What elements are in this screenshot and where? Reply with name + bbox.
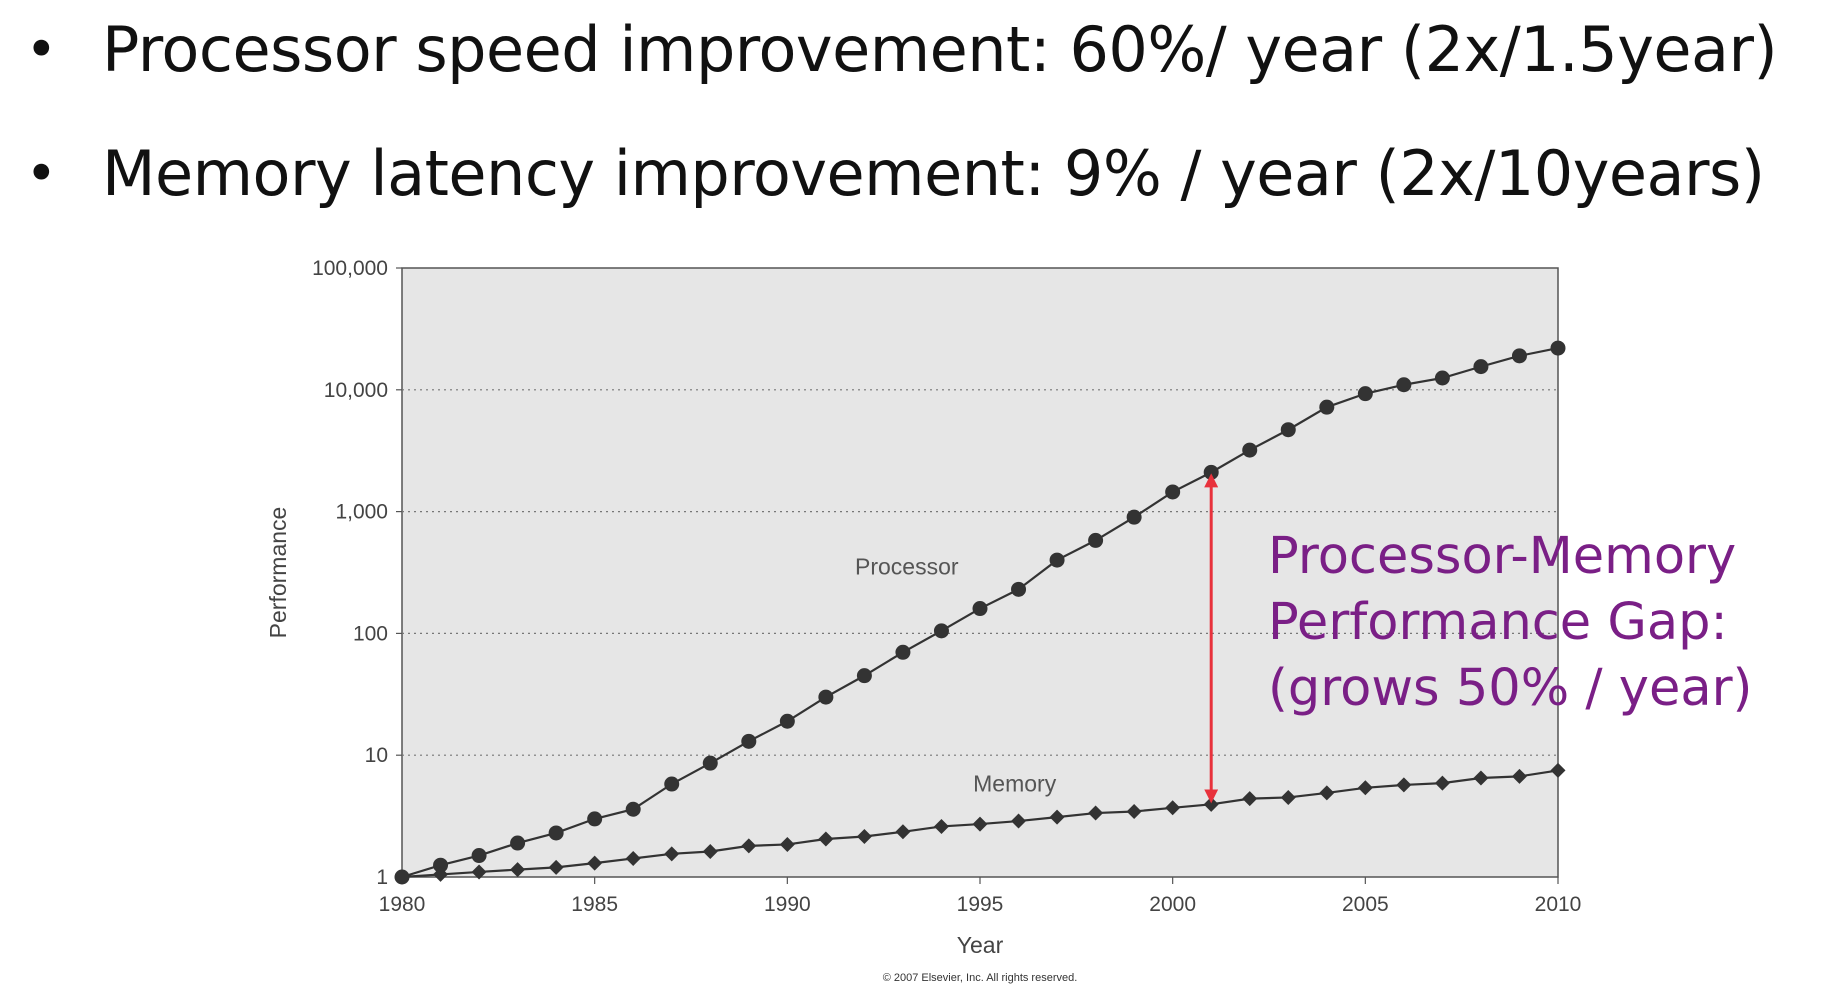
y-tick-label: 1,000 <box>335 501 388 524</box>
processor-point <box>625 801 641 817</box>
memory-point <box>510 862 526 878</box>
processor-point <box>972 601 988 617</box>
processor-point <box>664 776 680 792</box>
memory-point <box>587 855 603 871</box>
y-axis-title: Performance <box>265 507 291 639</box>
memory-point <box>664 846 680 862</box>
memory-point <box>1511 768 1527 784</box>
x-tick-label: 1985 <box>571 893 618 916</box>
y-tick-label: 100 <box>353 622 388 645</box>
bullet-marker: • <box>25 17 57 81</box>
processor-point <box>856 668 872 684</box>
axes: 1 10 100 1,000 10,000 100,000 1980 1985 1990 1995… <box>312 257 1581 916</box>
memory-point <box>1550 762 1566 778</box>
processor-point <box>1319 399 1335 415</box>
bullet-text: Processor speed improvement: 60%/ year (… <box>102 12 1778 86</box>
memory-point <box>1165 800 1181 816</box>
memory-point <box>741 838 757 854</box>
memory-point <box>1088 805 1104 821</box>
memory-point <box>933 818 949 834</box>
x-tick-label: 2005 <box>1342 893 1389 916</box>
memory-point <box>1280 789 1296 805</box>
memory-point <box>779 836 795 852</box>
memory-series-label: Memory <box>973 771 1057 797</box>
processor-point <box>1550 340 1566 356</box>
memory-point <box>856 829 872 845</box>
gap-label-line: Processor-Memory <box>1268 527 1736 586</box>
memory-point <box>1049 809 1065 825</box>
processor-point <box>1396 377 1412 393</box>
processor-point <box>433 857 449 873</box>
gridlines <box>402 389 1558 756</box>
processor-point <box>779 713 795 729</box>
bullet-marker: • <box>25 141 57 205</box>
gap-label-line: Performance Gap: <box>1268 593 1728 652</box>
processor-point <box>1165 484 1181 500</box>
processor-point <box>702 755 718 771</box>
plot-area <box>401 267 1559 878</box>
memory-point <box>1242 791 1258 807</box>
memory-point <box>433 866 449 882</box>
memory-point <box>1396 777 1412 793</box>
y-tick-label: 100,000 <box>312 257 388 280</box>
processor-series <box>394 340 1566 885</box>
memory-point <box>895 824 911 840</box>
memory-point <box>394 869 410 885</box>
bullet-memory-latency: • Memory latency improvement: 9% / year … <box>18 128 1765 218</box>
processor-point <box>1242 442 1258 458</box>
processor-point <box>1011 581 1027 597</box>
memory-point <box>548 859 564 875</box>
x-tick-label: 1995 <box>957 893 1004 916</box>
memory-point <box>818 831 834 847</box>
memory-point <box>1473 770 1489 786</box>
processor-point <box>895 644 911 660</box>
memory-point <box>1319 785 1335 801</box>
y-tick-label: 10 <box>365 744 388 767</box>
processor-point <box>1473 359 1489 375</box>
processor-point <box>1511 348 1527 364</box>
processor-point <box>1203 464 1219 480</box>
processor-point <box>471 848 487 864</box>
processor-point <box>933 623 949 639</box>
processor-point <box>1434 370 1450 386</box>
memory-point <box>1011 813 1027 829</box>
processor-point <box>1357 386 1373 402</box>
processor-point <box>1049 552 1065 568</box>
gap-label-line: (grows 50% / year) <box>1268 659 1752 718</box>
y-tick-label: 10,000 <box>324 379 388 402</box>
processor-point <box>741 733 757 749</box>
bullet-text: Memory latency improvement: 9% / year (2… <box>102 136 1765 210</box>
memory-point <box>972 816 988 832</box>
copyright-notice: © 2007 Elsevier, Inc. All rights reserve… <box>883 972 1078 984</box>
memory-point <box>1434 775 1450 791</box>
x-axis-title: Year <box>957 932 1004 958</box>
memory-point <box>625 850 641 866</box>
x-tick-label: 2010 <box>1535 893 1582 916</box>
memory-point <box>1357 780 1373 796</box>
memory-point <box>471 864 487 880</box>
processor-point <box>587 811 603 827</box>
bullet-processor-speed: • Processor speed improvement: 60%/ year… <box>18 4 1777 94</box>
y-tick-label: 1 <box>376 866 388 889</box>
processor-point <box>510 835 526 851</box>
x-tick-label: 1990 <box>764 893 811 916</box>
annotation-layer: Processor-Memory Performance Gap: (grows 5… <box>1204 473 1752 804</box>
processor-series-label: Processor <box>855 553 959 579</box>
processor-point <box>818 689 834 705</box>
x-tick-label: 1980 <box>379 893 426 916</box>
processor-point <box>1126 509 1142 525</box>
x-tick-label: 2000 <box>1149 893 1196 916</box>
memory-point <box>1126 803 1142 819</box>
processor-point <box>1088 532 1104 548</box>
bullet-list: • Processor speed improvement: 60%/ year… <box>0 0 1844 230</box>
processor-point <box>1280 422 1296 438</box>
memory-point <box>702 843 718 859</box>
processor-point <box>548 825 564 841</box>
